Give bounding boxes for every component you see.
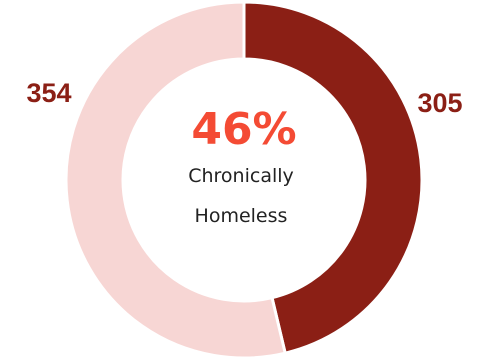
slice-chronic	[242, 0, 424, 355]
slice-label-other: 354	[26, 78, 71, 108]
donut-slices	[64, 0, 424, 360]
center-label-line1: Chronically	[188, 165, 294, 187]
slice-label-chronic: 305	[417, 88, 462, 118]
center-percentage: 46%	[191, 104, 296, 155]
slice-other	[64, 0, 288, 360]
center-label-line2: Homeless	[195, 205, 288, 227]
